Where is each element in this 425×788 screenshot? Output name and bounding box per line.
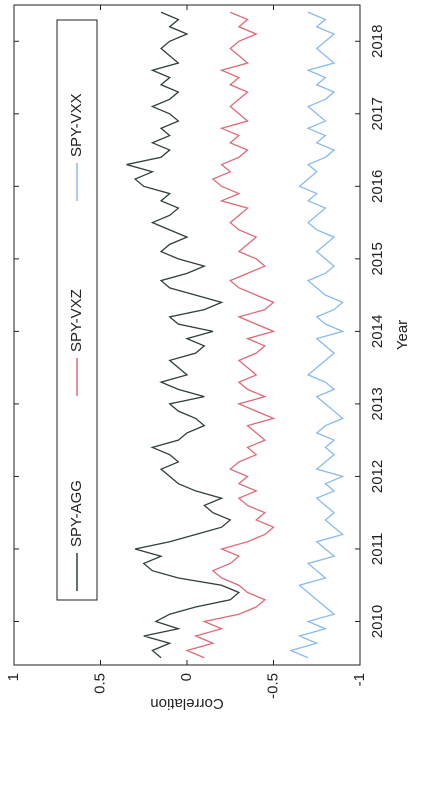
y-tick-label: 0.5 [91,673,108,694]
legend-label: SPY-AGG [68,480,85,547]
series-line [288,11,345,659]
x-tick-label: 2015 [369,242,386,275]
y-tick-label: -1 [351,673,368,686]
x-tick-label: 2016 [369,170,386,203]
series-line [126,11,241,659]
x-tick-label: 2012 [369,460,386,493]
legend-label: SPY-VXX [68,93,85,157]
x-tick-label: 2011 [369,533,386,565]
y-tick-label: 1 [5,673,22,681]
x-tick-label: 2010 [369,605,386,638]
rotated-chart: Year Correlation 2010 2011 2012 2013 2014 201… [5,4,411,712]
legend-box [56,19,98,601]
y-axis-label: Correlation [150,695,223,712]
x-tick-label: 2013 [369,387,386,420]
x-tick-label: 2014 [369,315,386,348]
y-tick-label: -0.5 [264,673,281,699]
x-axis-label: Year [394,320,411,350]
x-tick-label: 2018 [369,25,386,58]
y-tick-label: 0 [178,673,195,681]
legend-label: SPY-VXZ [68,289,85,352]
x-tick-label: 2017 [369,97,386,130]
series-line [185,11,276,659]
